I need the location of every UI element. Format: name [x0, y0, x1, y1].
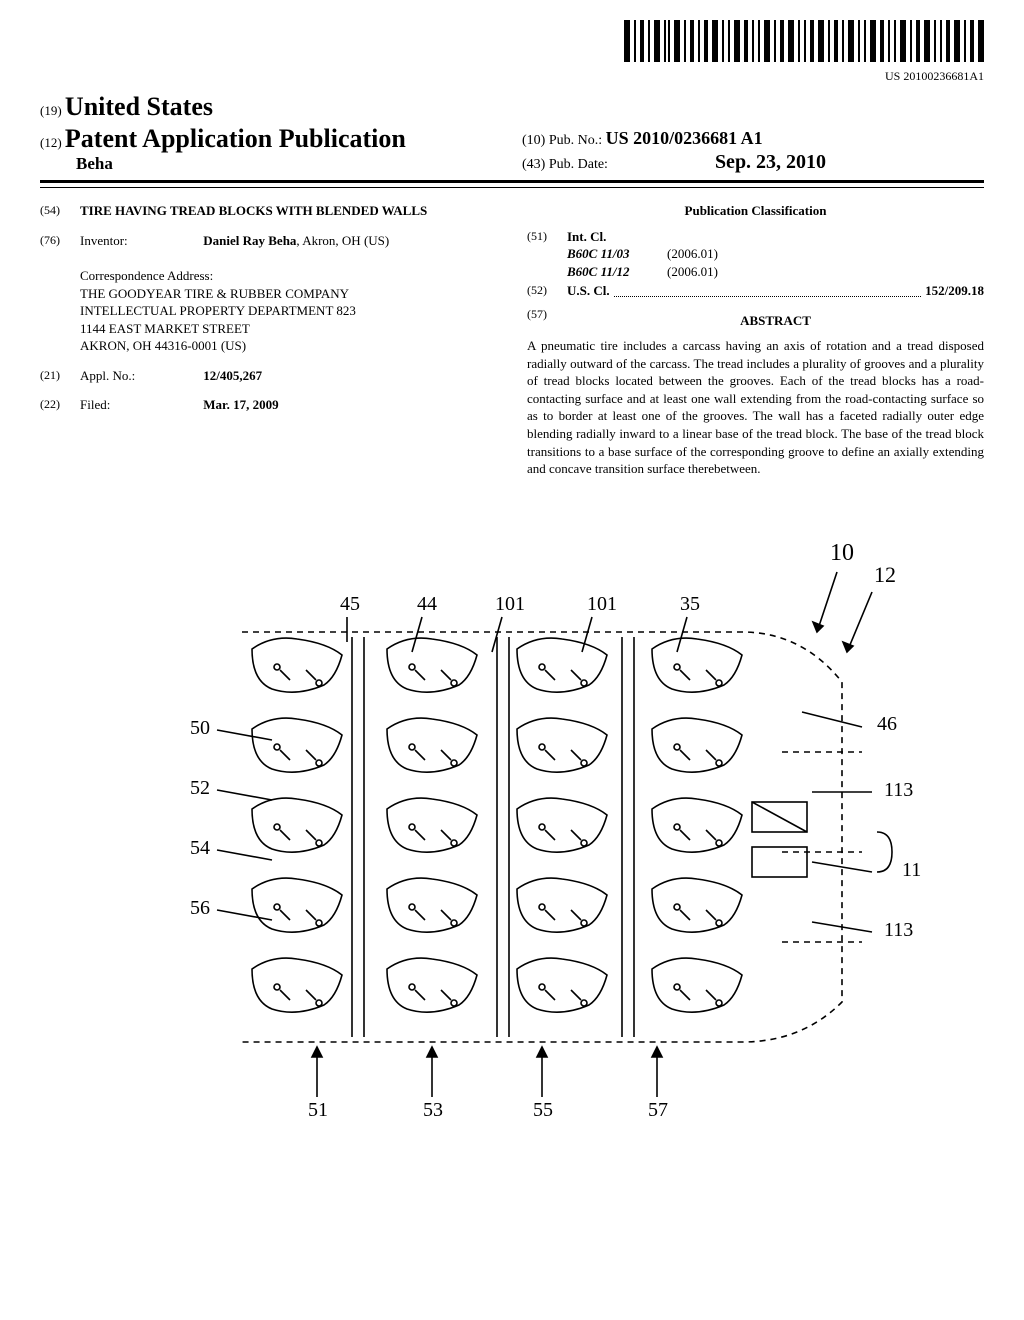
svg-text:35: 35 — [680, 593, 700, 615]
intcl-code-1: B60C 11/12 — [567, 263, 667, 281]
intcl-code-0: B60C 11/03 — [567, 245, 667, 263]
correspondence-line-2: 1144 EAST MARKET STREET — [80, 320, 497, 338]
barcode-number: US 20100236681A1 — [40, 69, 984, 84]
intcl-label: Int. Cl. — [567, 229, 606, 244]
biblio-columns: (54) TIRE HAVING TREAD BLOCKS WITH BLEND… — [40, 202, 984, 478]
country-name: United States — [65, 92, 213, 121]
title-code: (54) — [40, 202, 80, 220]
svg-text:101: 101 — [495, 593, 525, 615]
correspondence-label: Correspondence Address: — [80, 267, 497, 285]
barcode-region: US 20100236681A1 — [40, 20, 984, 84]
uscl-dots — [614, 282, 922, 297]
barcode-graphic — [624, 20, 984, 67]
abstract-code: (57) — [527, 306, 567, 336]
svg-text:54: 54 — [190, 837, 210, 859]
svg-text:46: 46 — [877, 713, 897, 735]
right-column: Publication Classification (51) Int. Cl.… — [527, 202, 984, 478]
classification-heading: Publication Classification — [527, 202, 984, 220]
pub-date: Sep. 23, 2010 — [715, 151, 826, 173]
filed-label: Filed: — [80, 396, 200, 414]
svg-text:101: 101 — [587, 593, 617, 615]
publication-header: (19) United States (12) Patent Applicati… — [40, 92, 984, 174]
intcl-code: (51) — [527, 228, 567, 281]
pub-no-label: Pub. No.: — [549, 133, 602, 148]
svg-text:57: 57 — [648, 1099, 668, 1121]
author-surname: Beha — [76, 154, 502, 174]
svg-text:45: 45 — [340, 593, 360, 615]
svg-text:111: 111 — [902, 859, 922, 881]
uscl-code: (52) — [527, 282, 567, 300]
divider-thin — [40, 187, 984, 188]
svg-text:51: 51 — [308, 1099, 328, 1121]
correspondence-line-0: THE GOODYEAR TIRE & RUBBER COMPANY — [80, 285, 497, 303]
svg-text:56: 56 — [190, 897, 210, 919]
pub-no-code: (10) — [522, 133, 545, 148]
svg-text:55: 55 — [533, 1099, 553, 1121]
inventor-label: Inventor: — [80, 232, 200, 250]
inventor-name: Daniel Ray Beha — [203, 233, 296, 248]
abstract-text: A pneumatic tire includes a carcass havi… — [527, 337, 984, 477]
pub-type: Patent Application Publication — [65, 124, 406, 153]
invention-title: TIRE HAVING TREAD BLOCKS WITH BLENDED WA… — [80, 202, 497, 220]
svg-text:53: 53 — [423, 1099, 443, 1121]
uscl-label: U.S. Cl. — [567, 282, 610, 300]
pub-no: US 2010/0236681 A1 — [606, 128, 763, 148]
patent-figure: 45 44 101 101 35 10 12 50 52 54 56 46 113 111 113 51 53 5… — [40, 502, 984, 1127]
appl-label: Appl. No.: — [80, 367, 200, 385]
svg-text:52: 52 — [190, 777, 210, 799]
svg-text:12: 12 — [874, 562, 896, 587]
svg-text:113: 113 — [884, 919, 913, 941]
intcl-ver-1: (2006.01) — [667, 263, 718, 281]
correspondence-line-1: INTELLECTUAL PROPERTY DEPARTMENT 823 — [80, 302, 497, 320]
filed-code: (22) — [40, 396, 80, 414]
appl-code: (21) — [40, 367, 80, 385]
svg-text:10: 10 — [830, 540, 854, 566]
country-code: (19) — [40, 103, 62, 118]
pub-date-label: Pub. Date: — [549, 157, 608, 172]
intcl-ver-0: (2006.01) — [667, 245, 718, 263]
inventor-code: (76) — [40, 232, 80, 250]
svg-text:50: 50 — [190, 717, 210, 739]
filed-date: Mar. 17, 2009 — [203, 397, 278, 412]
svg-text:113: 113 — [884, 779, 913, 801]
pub-date-code: (43) — [522, 157, 545, 172]
pub-type-code: (12) — [40, 135, 62, 150]
left-column: (54) TIRE HAVING TREAD BLOCKS WITH BLEND… — [40, 202, 497, 478]
inventor-loc: , Akron, OH (US) — [296, 233, 389, 248]
divider-thick — [40, 180, 984, 183]
correspondence-line-3: AKRON, OH 44316-0001 (US) — [80, 337, 497, 355]
svg-text:44: 44 — [417, 593, 437, 615]
abstract-label: ABSTRACT — [567, 312, 984, 330]
uscl-value: 152/209.18 — [925, 282, 984, 300]
appl-no: 12/405,267 — [203, 368, 262, 383]
